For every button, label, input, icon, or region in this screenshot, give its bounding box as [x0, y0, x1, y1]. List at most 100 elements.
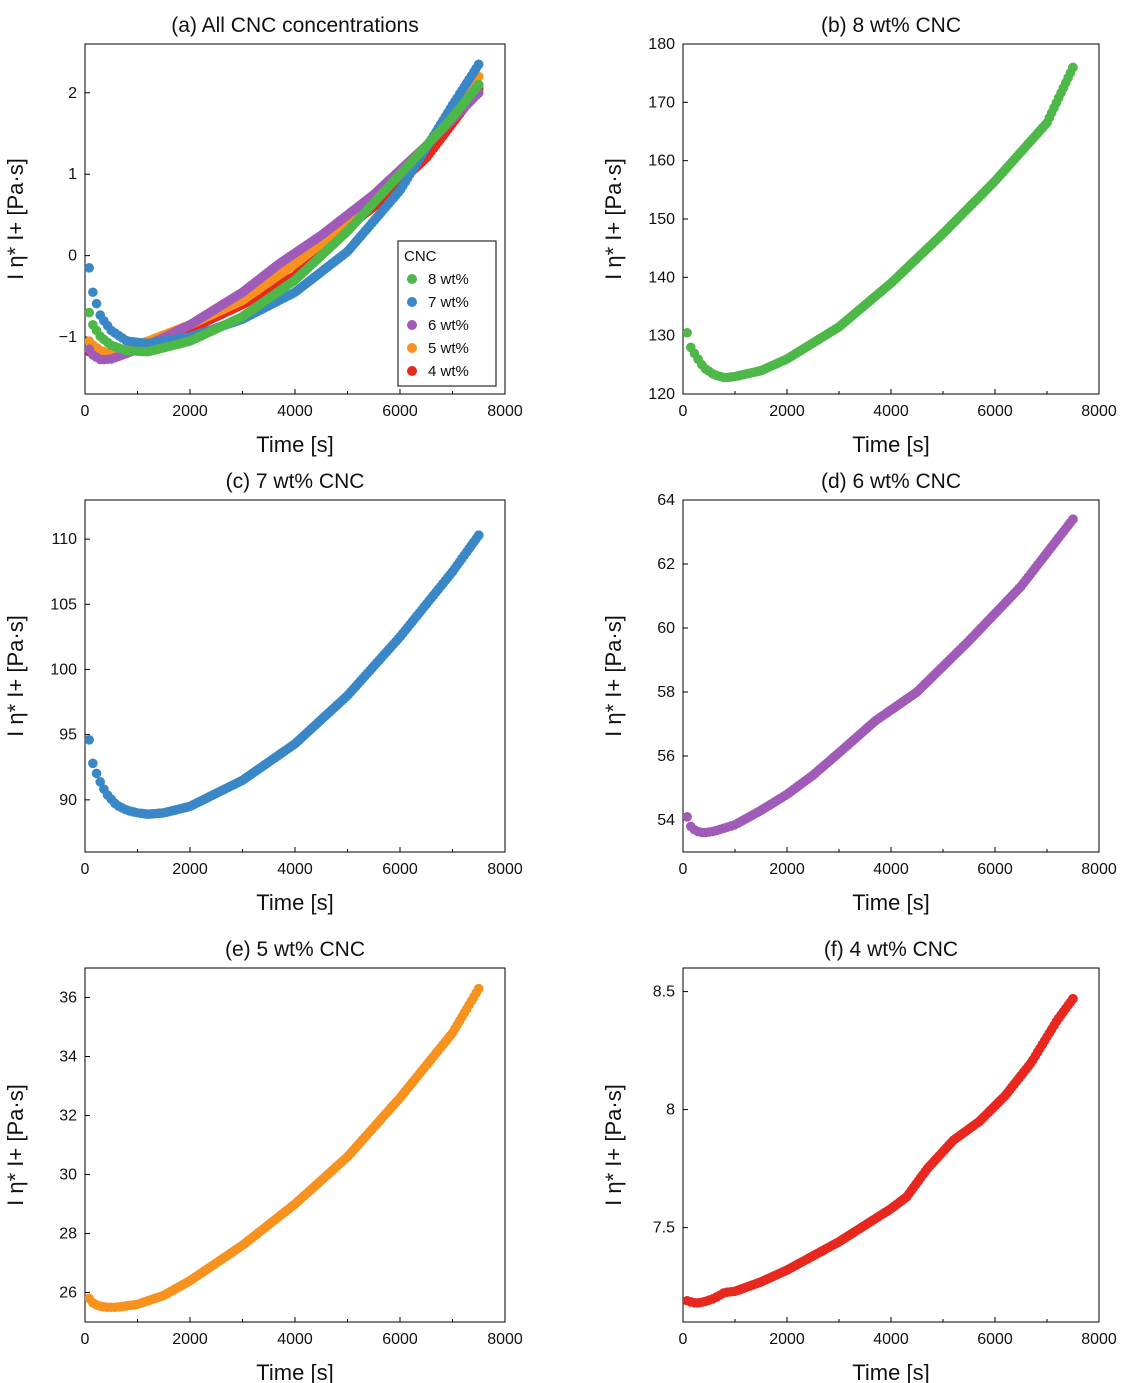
data-point — [91, 768, 102, 779]
x-tick-label: 6000 — [977, 861, 1013, 878]
legend-entry: 8 wt% — [428, 271, 469, 288]
x-tick-label: 6000 — [382, 861, 418, 878]
y-tick-label: 90 — [59, 792, 77, 809]
data-point — [95, 777, 106, 787]
y-tick-label: 26 — [59, 1285, 77, 1302]
x-axis-label: Time [s] — [256, 432, 333, 457]
x-tick-label: 4000 — [873, 1331, 909, 1348]
y-tick-label: 170 — [648, 94, 675, 111]
y-tick-label: 140 — [648, 269, 675, 286]
legend-marker — [407, 366, 417, 376]
y-tick-label: 100 — [50, 661, 77, 678]
series-8wt — [85, 79, 484, 357]
y-axis-label: I η* I+ [Pa·s] — [601, 1084, 626, 1206]
y-tick-label: 36 — [59, 990, 77, 1007]
y-tick-label: 34 — [59, 1049, 77, 1066]
x-tick-label: 8000 — [1081, 1331, 1117, 1348]
x-axis-label: Time [s] — [256, 1360, 333, 1383]
x-tick-label: 0 — [679, 861, 688, 878]
chart-title: (f) 4 wt% CNC — [824, 938, 958, 961]
x-tick-label: 4000 — [277, 861, 313, 878]
data-point — [91, 298, 102, 309]
series-7wt — [85, 530, 484, 819]
y-tick-label: 60 — [657, 620, 675, 637]
data-point — [85, 735, 94, 745]
y-tick-label: 56 — [657, 748, 675, 765]
x-tick-label: 2000 — [172, 403, 208, 420]
series-points — [683, 514, 1078, 838]
data-point — [1068, 514, 1078, 524]
panel-a: (a) All CNC concentrations 0 2000 4000 6000 8… — [3, 14, 523, 457]
y-tick-label: 130 — [648, 328, 675, 345]
series-points — [85, 530, 484, 819]
x-tick-label: 0 — [679, 1331, 688, 1348]
y-tick-label: −1 — [59, 329, 77, 346]
x-tick-label: 2000 — [769, 861, 805, 878]
chart-title: (b) 8 wt% CNC — [821, 14, 961, 37]
x-tick-label: 4000 — [277, 403, 313, 420]
legend: CNC 8 wt% 7 wt% 6 wt% 5 wt% 4 wt% — [397, 240, 497, 387]
y-tick-label: 8.5 — [653, 984, 675, 1001]
x-tick-label: 0 — [679, 403, 688, 420]
plot-frame — [682, 43, 1100, 395]
chart-title: (d) 6 wt% CNC — [821, 470, 961, 493]
data-point — [88, 758, 98, 769]
data-point — [85, 263, 94, 273]
legend-marker — [407, 274, 417, 284]
x-tick-label: 2000 — [769, 1331, 805, 1348]
y-tick-label: 95 — [59, 727, 77, 744]
x-axis-label: Time [s] — [256, 890, 333, 915]
series-4wt — [683, 993, 1078, 1308]
x-tick-label: 8000 — [1081, 861, 1117, 878]
x-tick-label: 2000 — [172, 861, 208, 878]
y-tick-label: 150 — [648, 211, 675, 228]
plot-frame — [84, 967, 506, 1323]
x-tick-label: 4000 — [277, 1331, 313, 1348]
y-axis-label: I η* I+ [Pa·s] — [3, 1084, 28, 1206]
y-axis-label: I η* I+ [Pa·s] — [601, 615, 626, 737]
data-point — [88, 287, 98, 298]
legend-marker — [407, 297, 417, 307]
legend-marker — [407, 343, 417, 353]
y-tick-label: 30 — [59, 1167, 77, 1184]
legend-entry: 6 wt% — [428, 317, 469, 334]
x-tick-label: 2000 — [769, 403, 805, 420]
series-points — [683, 993, 1078, 1308]
y-tick-label: 32 — [59, 1108, 77, 1125]
data-point — [85, 307, 94, 318]
y-tick-label: 120 — [648, 386, 675, 403]
series-points — [85, 983, 484, 1313]
x-tick-label: 0 — [81, 861, 90, 878]
x-tick-label: 8000 — [487, 403, 523, 420]
data-point — [683, 812, 692, 822]
legend-box — [397, 240, 497, 387]
x-axis-label: Time [s] — [852, 432, 929, 457]
x-axis-label: Time [s] — [852, 1360, 929, 1383]
y-tick-label: 2 — [68, 85, 77, 102]
panel-f: (f) 4 wt% CNC 0 2000 4000 6000 8000 7.5 8 8.5 Tim… — [601, 938, 1117, 1383]
y-tick-label: 7.5 — [653, 1220, 675, 1237]
series-5wt — [85, 983, 484, 1313]
y-tick-label: 62 — [657, 556, 675, 573]
legend-title: CNC — [404, 248, 437, 265]
x-tick-label: 6000 — [977, 403, 1013, 420]
y-tick-label: 64 — [657, 492, 675, 509]
y-tick-label: 58 — [657, 684, 675, 701]
x-tick-label: 4000 — [873, 403, 909, 420]
y-tick-label: 1 — [68, 166, 77, 183]
panel-e: (e) 5 wt% CNC 0 2000 4000 6000 8000 26 28 30 32 34… — [3, 938, 523, 1383]
data-point — [1068, 62, 1078, 73]
plot-frame — [682, 967, 1100, 1323]
y-axis-label: I η* I+ [Pa·s] — [601, 158, 626, 280]
y-tick-label: 28 — [59, 1226, 77, 1243]
plot-frame — [84, 499, 506, 853]
x-tick-label: 4000 — [873, 861, 909, 878]
y-axis-label: I η* I+ [Pa·s] — [3, 615, 28, 737]
y-tick-label: 8 — [666, 1102, 675, 1119]
chart-title: (e) 5 wt% CNC — [225, 938, 365, 961]
x-tick-label: 8000 — [487, 1331, 523, 1348]
y-tick-label: 105 — [50, 596, 77, 613]
x-tick-label: 0 — [81, 1331, 90, 1348]
series-6wt — [683, 514, 1078, 838]
legend-entry: 4 wt% — [428, 363, 469, 380]
